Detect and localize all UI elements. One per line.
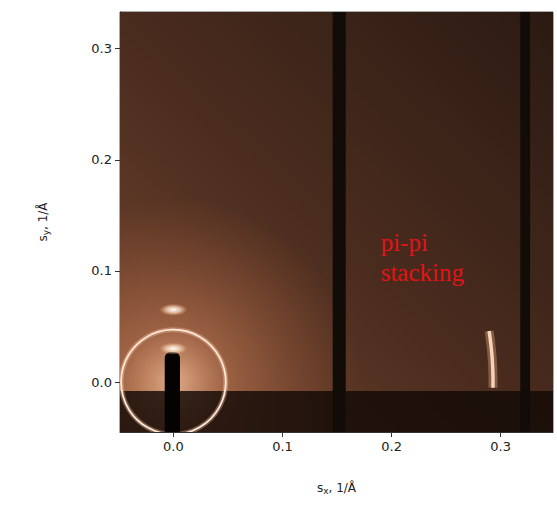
svg-text:stacking: stacking [381,259,465,286]
svg-text:, 1/Å: , 1/Å [329,480,357,495]
svg-text:pi-pi: pi-pi [381,229,428,256]
svg-text:0.0: 0.0 [163,439,184,454]
svg-text:, 1/Å: , 1/Å [35,202,50,230]
html-text:sx: sx [316,480,329,496]
svg-text:0.2: 0.2 [91,152,112,167]
svg-text:0.1: 0.1 [272,439,293,454]
svg-text:y: y [40,230,51,236]
svg-text:0.3: 0.3 [91,41,112,56]
svg-text:0.0: 0.0 [91,375,112,390]
svg-text:0.3: 0.3 [490,439,511,454]
svg-text:0.1: 0.1 [91,263,112,278]
svg-text:0.2: 0.2 [381,439,402,454]
svg-text:s: s [35,235,50,242]
